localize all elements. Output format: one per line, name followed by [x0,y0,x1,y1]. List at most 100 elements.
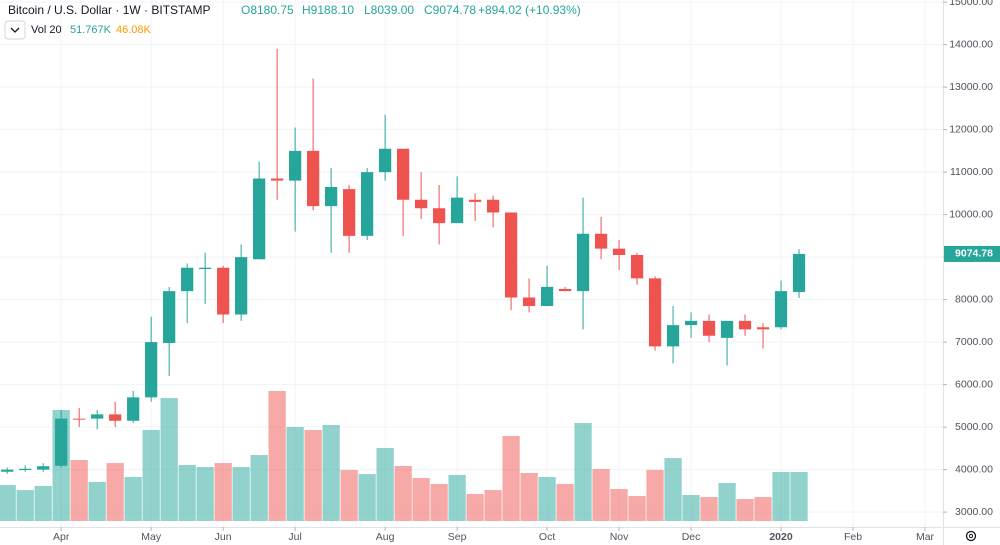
x-tick-label: Nov [610,531,629,543]
volume-bar [520,473,538,521]
y-tick-label: 5000.00 [955,421,993,433]
volume-bar [682,494,700,521]
volume-bar [412,478,430,521]
candle-body [1,469,14,472]
volume-bar [376,448,394,521]
volume-bar [106,463,124,521]
volume-bar [268,391,286,521]
volume-bar [196,467,214,521]
candle-body [414,199,428,209]
volume-bar [502,435,520,521]
candle-body [127,397,140,421]
candle-body [756,327,770,330]
candle-body [540,286,554,306]
candle-body [396,148,410,200]
candle-body [307,150,320,207]
volume-bar [178,465,196,521]
collapse-button[interactable] [4,20,26,40]
candle-body [343,189,356,236]
low-value: L8039.00 [364,3,414,17]
price-tag [944,245,1000,262]
candle-body [666,325,680,347]
price-tag-label: 9074.78 [955,248,993,260]
volume-bar [232,467,250,521]
candle-body [37,466,50,470]
candle-body [558,289,572,292]
volume-bar [592,469,610,521]
volume-bar [34,485,52,521]
candle-body [109,414,122,421]
volume-bar [430,483,448,521]
x-tick-label: Oct [539,531,555,543]
gear-hub [968,533,974,539]
x-tick-label: Jul [288,531,301,543]
candle-body [55,418,68,466]
candle-body [684,320,698,326]
volume-bar [556,483,574,521]
y-tick-label: 7000.00 [955,336,993,348]
candle-body [181,267,194,292]
candle-body [199,267,212,270]
candle-body [504,212,518,298]
candle-body [145,342,158,398]
candle-body [702,320,716,336]
candle-body [378,148,392,173]
open-value: O8180.75 [241,3,294,17]
candle-body [91,414,104,419]
volume-bar [538,476,556,521]
candle-body [217,267,230,315]
volume-bar [304,430,322,521]
candle-body [271,178,284,181]
candle-body [486,199,500,213]
volume-bar [358,474,376,521]
candle-body [361,172,374,236]
x-tick-label: Apr [53,531,70,543]
volume-bar [340,469,358,521]
volume-bar [394,465,412,521]
x-tick-label: Aug [376,531,395,543]
candle-body [792,253,806,292]
candle-body [522,297,536,306]
volume-bar [286,426,304,521]
candle-body [19,468,32,471]
chevron-icon [10,27,20,33]
x-tick-label: Sep [448,531,467,543]
y-tick-label: 4000.00 [955,463,993,475]
candle-body [648,278,662,347]
volume-bar [484,490,502,521]
volume-bar [16,490,34,521]
close-value: C9074.78 [424,3,476,17]
candle-body [576,233,590,292]
volume-bar [610,489,628,521]
volume-bar [124,476,142,521]
x-tick-label: Mar [916,531,935,543]
x-tick-label: Feb [844,531,862,543]
volume-bar [736,499,754,521]
y-tick-label: 11000.00 [950,166,993,178]
volume-bar [718,483,736,521]
candle-body [774,291,788,328]
candle-body [720,320,734,338]
settings-icon[interactable] [965,530,977,542]
candle-body [325,187,338,207]
candle-body [738,320,752,330]
y-tick-label: 13000.00 [949,81,993,93]
volume-bar [322,425,340,521]
volume-bar [70,460,88,521]
candle-body [630,255,644,279]
x-tick-label: 2020 [769,531,793,543]
candle-body [450,197,464,224]
volume-pane [0,391,808,521]
candle-body [289,150,302,181]
y-tick-label: 14000.00 [949,38,993,50]
volume-average: 46.08K [116,24,152,36]
volume-bar [142,430,160,521]
volume-name: Vol 20 [31,24,62,36]
volume-bar [646,469,664,521]
y-tick-label: 6000.00 [955,378,993,390]
candle-body [468,199,482,202]
y-tick-label: 15000.00 [949,0,993,8]
volume-value: 51.767K [70,24,112,36]
candle-body [594,233,608,249]
